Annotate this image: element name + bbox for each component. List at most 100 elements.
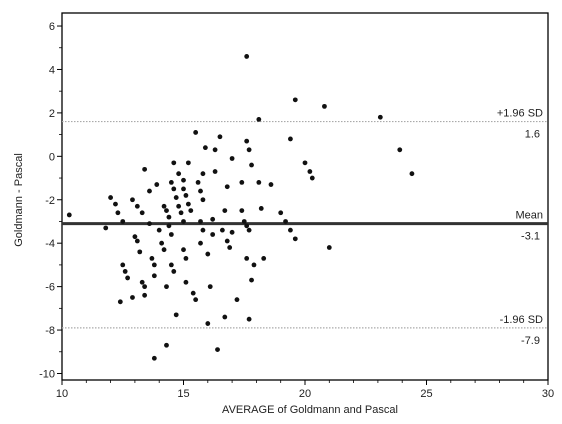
data-point — [171, 186, 177, 192]
data-point — [217, 134, 223, 140]
data-point — [176, 171, 182, 177]
data-point — [139, 210, 145, 216]
data-point — [147, 188, 152, 194]
data-point — [241, 219, 247, 224]
data-point — [156, 227, 162, 233]
data-point — [108, 195, 113, 200]
data-point — [397, 147, 403, 153]
data-point — [309, 175, 315, 181]
data-point — [234, 297, 240, 303]
data-point — [195, 179, 201, 185]
data-point — [149, 255, 155, 261]
data-point — [246, 227, 252, 233]
data-point — [198, 188, 203, 194]
data-point — [227, 245, 233, 250]
data-point — [200, 171, 206, 177]
data-point — [239, 179, 245, 185]
data-point — [166, 214, 172, 220]
data-point — [181, 247, 186, 253]
x-tick-label: 20 — [299, 388, 311, 400]
reference-line-label: -1.96 SD — [500, 314, 543, 326]
y-tick-label: -10 — [39, 368, 55, 380]
data-point — [198, 219, 203, 224]
data-point — [302, 160, 308, 166]
data-point — [147, 221, 152, 227]
data-point — [185, 201, 191, 207]
data-point — [212, 147, 218, 153]
data-point — [246, 147, 252, 153]
data-point — [139, 279, 145, 285]
data-point — [120, 219, 126, 224]
data-point — [168, 232, 174, 237]
data-point — [168, 262, 174, 268]
reference-line-value: 1.6 — [525, 129, 540, 141]
data-point — [183, 255, 189, 261]
data-point — [326, 245, 332, 250]
data-point — [244, 54, 250, 59]
data-point — [151, 262, 157, 268]
y-axis-label: Goldmann - Pascal — [13, 153, 25, 247]
data-point — [283, 219, 288, 224]
data-point — [244, 223, 250, 229]
x-axis: 10 15 20 25 30 — [56, 380, 554, 400]
data-point — [171, 160, 177, 166]
data-point — [200, 197, 206, 203]
data-point — [219, 227, 225, 233]
data-point — [66, 212, 72, 218]
data-point — [142, 284, 148, 290]
data-point — [207, 284, 213, 290]
reference-labels: +1.96 SD 1.6 Mean -3.1 -1.96 SD -7.9 — [497, 108, 543, 347]
y-tick-label: 4 — [49, 64, 55, 76]
data-point — [134, 238, 140, 244]
data-point — [130, 295, 135, 300]
data-point — [244, 138, 250, 144]
reference-lines — [62, 120, 548, 329]
data-point — [200, 227, 206, 233]
data-point — [212, 169, 218, 174]
x-tick-label: 30 — [542, 388, 554, 400]
data-point — [256, 117, 262, 122]
data-point — [224, 238, 230, 244]
x-tick-label: 10 — [56, 388, 68, 400]
data-point — [193, 130, 199, 135]
data-point — [154, 182, 160, 187]
data-point — [161, 247, 167, 253]
data-point — [190, 290, 196, 296]
x-tick-label: 15 — [177, 388, 189, 400]
data-points — [66, 54, 415, 361]
data-point — [307, 169, 313, 174]
data-point — [173, 195, 179, 200]
data-point — [215, 347, 220, 352]
plot-frame — [61, 12, 549, 381]
data-point — [159, 240, 165, 246]
data-point — [256, 179, 262, 185]
data-point — [168, 179, 174, 185]
data-point — [161, 203, 167, 209]
data-point — [210, 232, 216, 237]
data-point — [244, 255, 250, 261]
data-point — [278, 210, 284, 216]
data-point — [151, 355, 157, 361]
data-point — [210, 216, 216, 222]
data-point — [181, 186, 186, 192]
y-tick-label: -6 — [45, 282, 55, 294]
data-point — [166, 223, 172, 229]
data-point — [251, 262, 257, 268]
y-tick-label: -4 — [45, 238, 55, 250]
data-point — [122, 269, 128, 274]
data-point — [246, 316, 252, 322]
data-point — [134, 203, 140, 209]
data-point — [268, 182, 274, 187]
data-point — [205, 321, 211, 326]
data-point — [130, 197, 135, 203]
x-tick-label: 25 — [420, 388, 432, 400]
data-point — [288, 136, 293, 142]
data-point — [193, 297, 199, 303]
data-point — [117, 299, 123, 305]
data-point — [142, 292, 148, 298]
x-axis-label: AVERAGE of Goldmann and Pascal — [222, 404, 398, 416]
data-point — [113, 201, 118, 207]
data-point — [222, 314, 228, 320]
data-point — [202, 145, 208, 151]
